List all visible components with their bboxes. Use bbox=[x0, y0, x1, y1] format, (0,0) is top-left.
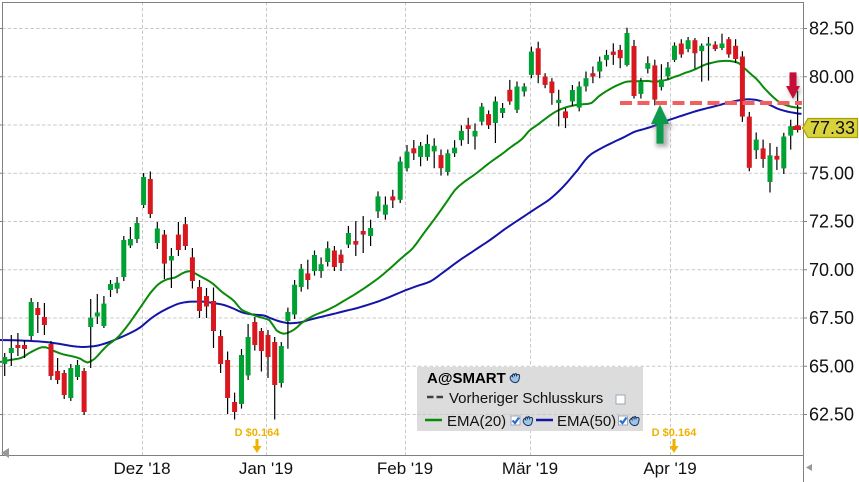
svg-text:EMA(20): EMA(20) bbox=[447, 413, 506, 430]
svg-text:82.50: 82.50 bbox=[809, 19, 854, 39]
svg-text:80.00: 80.00 bbox=[809, 67, 854, 87]
svg-text:62.50: 62.50 bbox=[809, 405, 854, 425]
svg-text:Dez '18: Dez '18 bbox=[113, 459, 170, 478]
svg-text:Mär '19: Mär '19 bbox=[502, 459, 558, 478]
svg-text:Apr '19: Apr '19 bbox=[643, 459, 696, 478]
svg-text:75.00: 75.00 bbox=[809, 163, 854, 183]
svg-text:72.50: 72.50 bbox=[809, 212, 854, 232]
svg-text:Vorheriger Schlusskurs: Vorheriger Schlusskurs bbox=[449, 390, 603, 407]
svg-text:67.50: 67.50 bbox=[809, 308, 854, 328]
svg-text:70.00: 70.00 bbox=[809, 260, 854, 280]
svg-text:D $0.164: D $0.164 bbox=[652, 427, 698, 439]
svg-text:Feb '19: Feb '19 bbox=[377, 459, 433, 478]
svg-text:77.33: 77.33 bbox=[810, 118, 855, 138]
svg-text:65.00: 65.00 bbox=[809, 356, 854, 376]
svg-text:A@SMART: A@SMART bbox=[427, 370, 506, 387]
svg-text:D $0.164: D $0.164 bbox=[235, 427, 281, 439]
svg-text:EMA(50): EMA(50) bbox=[557, 413, 616, 430]
svg-text:Jan '19: Jan '19 bbox=[239, 459, 293, 478]
